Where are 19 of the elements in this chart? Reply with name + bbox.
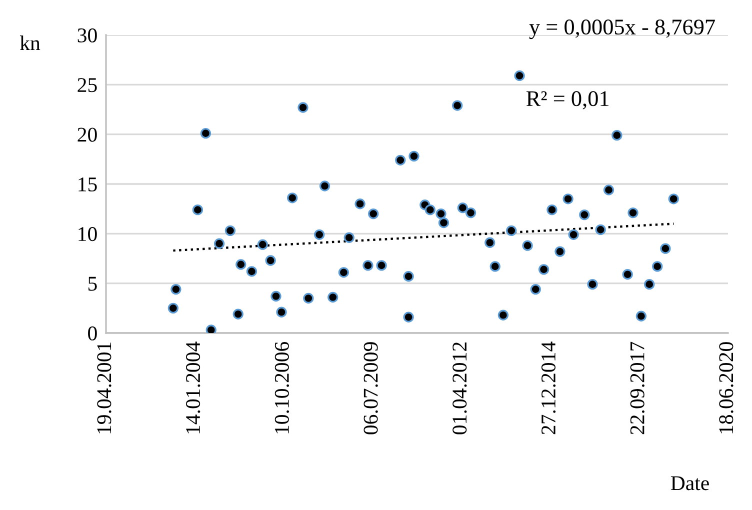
y-tick-label: 20: [78, 128, 97, 142]
x-axis-title: Date: [670, 476, 709, 490]
y-tick-label: 25: [78, 78, 97, 92]
x-tick-label: 22.09.2017: [630, 342, 644, 434]
x-tick-label: 06.07.2009: [364, 342, 378, 434]
y-tick-label: 10: [78, 227, 97, 242]
x-tick-label: 18.06.2020: [719, 342, 734, 434]
x-tick-label: 27.12.2014: [541, 342, 556, 434]
y-tick-label: 15: [78, 177, 97, 192]
y-tick-label: 5: [88, 276, 97, 291]
annotation: y = 0,0005x - 8,7697: [529, 20, 715, 40]
y-axis-title: kn: [20, 36, 40, 50]
x-tick-label: 14.01.2004: [186, 342, 200, 434]
x-tick-label: 10.10.2006: [274, 342, 290, 434]
x-tick-label: 01.04.2012: [452, 342, 467, 434]
y-tick-label: 30: [78, 28, 97, 42]
annotation: R² = 0,01: [526, 91, 608, 110]
y-tick-label: 0: [88, 326, 97, 340]
x-tick-label: 19.04.2001: [97, 342, 112, 434]
